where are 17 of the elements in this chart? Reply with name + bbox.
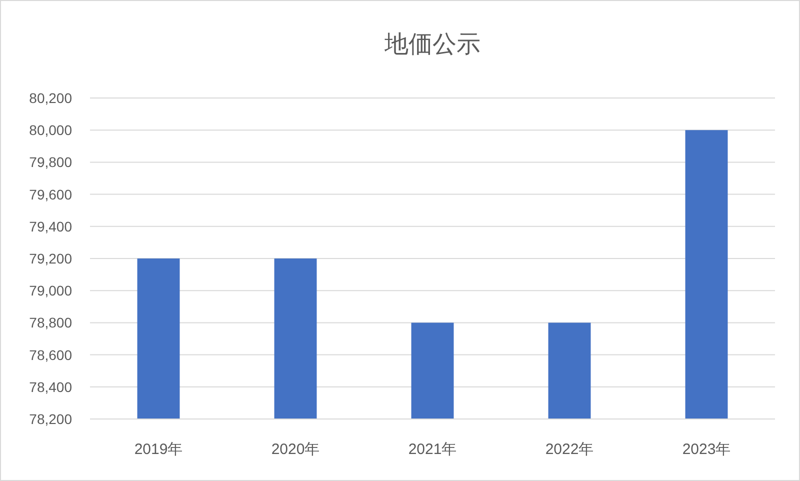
y-tick-label: 78,400 <box>29 378 72 395</box>
x-tick-label: 2022年 <box>545 441 594 458</box>
y-tick-label: 80,200 <box>29 90 72 106</box>
x-tick-label: 2023年 <box>682 441 731 458</box>
y-tick-label: 80,000 <box>29 122 72 138</box>
y-tick-label: 79,400 <box>29 218 72 234</box>
x-tick-label: 2019年 <box>134 441 183 458</box>
chart-title: 地価公示 <box>384 31 480 58</box>
y-tick-label: 78,200 <box>29 411 72 427</box>
y-tick-label: 79,000 <box>29 282 72 299</box>
x-tick-label: 2021年 <box>408 441 457 458</box>
y-tick-label: 78,600 <box>29 346 72 363</box>
y-tick-label: 78,800 <box>29 314 72 331</box>
y-tick-label: 79,200 <box>29 250 72 266</box>
y-tick-label: 79,600 <box>29 186 72 202</box>
x-tick-label: 2020年 <box>271 441 320 458</box>
y-tick-label: 79,800 <box>29 154 72 170</box>
